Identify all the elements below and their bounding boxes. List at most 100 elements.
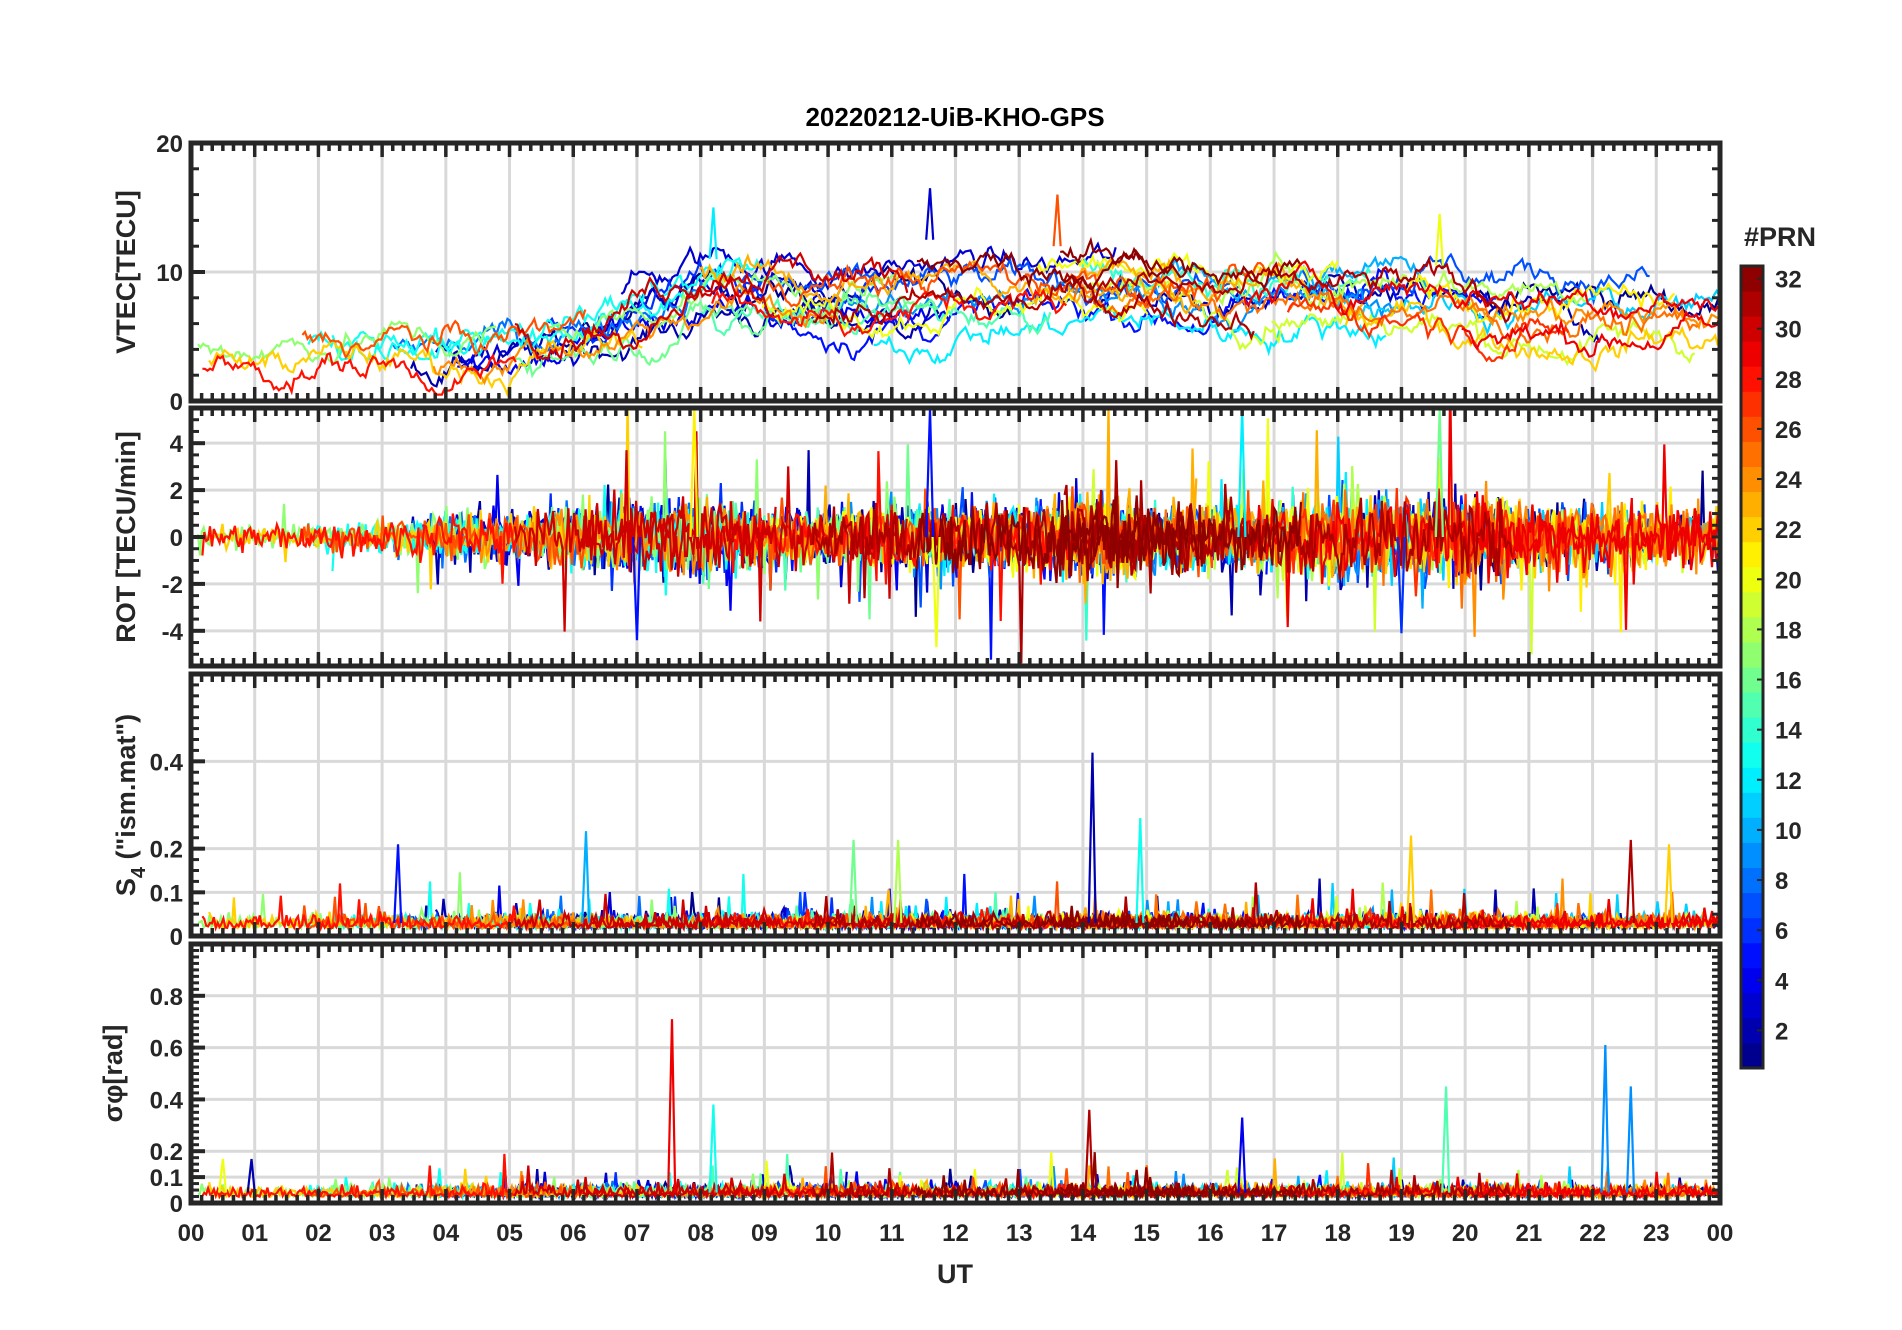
y-axis-label: VTEC[TECU]: [111, 190, 141, 354]
series-line-prn-30: [514, 251, 909, 361]
peak-mark: [708, 1104, 718, 1193]
colorbar-bin: [1741, 516, 1763, 543]
peak-mark: [1052, 194, 1062, 247]
y-tick-label: 0.8: [150, 984, 183, 1011]
x-tick-label: 05: [496, 1220, 523, 1247]
colorbar-bin: [1741, 992, 1763, 1019]
peak-mark: [393, 844, 403, 923]
colorbar-bin: [1741, 792, 1763, 818]
colorbar-bin: [1741, 1017, 1763, 1044]
x-tick-label: 19: [1388, 1220, 1415, 1247]
series-line-prn-31: [812, 277, 1255, 341]
series-line-prn-11: [1303, 286, 1720, 336]
series-line-prn-30: [581, 273, 775, 351]
y-tick-label: 0: [170, 924, 183, 951]
peak-mark: [1664, 844, 1674, 923]
colorbar-tick-label: 32: [1775, 267, 1802, 294]
x-tick-label: 13: [1006, 1220, 1033, 1247]
x-tick-label: 04: [432, 1220, 459, 1247]
peak-mark: [1625, 1086, 1636, 1193]
peak-mark: [632, 536, 642, 641]
colorbar-bin: [1741, 667, 1763, 693]
colorbar-bin: [1741, 291, 1763, 317]
series-line-prn-32: [1060, 236, 1301, 291]
series-line-prn-26: [767, 260, 1267, 309]
peak-mark: [848, 839, 858, 923]
y-tick-label: 0.1: [150, 1165, 183, 1192]
colorbar-bin: [1741, 692, 1763, 718]
colorbar-tick-label: 6: [1775, 918, 1788, 945]
y-tick-label: 10: [156, 260, 183, 287]
colorbar-label: #PRN: [1744, 222, 1816, 252]
x-tick-label: 06: [560, 1220, 587, 1247]
x-tick-label: 07: [624, 1220, 651, 1247]
series-line-prn-13: [307, 256, 763, 362]
peak-mark: [1406, 835, 1416, 923]
x-tick-label: 09: [751, 1220, 778, 1247]
y-tick-label: 0.4: [150, 749, 184, 776]
x-tick-label: 11: [879, 1220, 904, 1247]
colorbar-bin: [1741, 366, 1763, 392]
series-line-prn-31: [1063, 255, 1512, 324]
colorbar-tick-label: 14: [1775, 718, 1802, 745]
colorbar-bin: [1741, 867, 1763, 894]
peak-mark: [931, 536, 941, 648]
y-tick-label: 0.6: [150, 1036, 183, 1063]
peak-mark: [1625, 839, 1636, 923]
series-line-prn-32: [1059, 1167, 1303, 1200]
series-line-prn-23: [1063, 256, 1364, 319]
peak-mark: [1087, 752, 1097, 923]
panel-sigma_phi: 00.10.2 0.4 0.6 0.8 σφ[rad]: [98, 941, 1723, 1218]
colorbar-bin: [1741, 491, 1763, 518]
x-tick-label: 01: [241, 1220, 268, 1247]
y-tick-label: 0.1: [150, 880, 183, 907]
colorbar-tick-label: 2: [1775, 1018, 1788, 1045]
colorbar-tick-label: 22: [1775, 517, 1802, 544]
colorbar-tick-label: 28: [1775, 367, 1802, 394]
series-line-prn-22: [208, 327, 643, 398]
series-line-prn-7: [736, 255, 1240, 307]
colorbar-bin: [1741, 641, 1763, 668]
colorbar-bin: [1741, 266, 1763, 292]
x-tick-label: 22: [1579, 1220, 1606, 1247]
peak-mark: [581, 831, 591, 923]
series-line-prn-29: [1461, 309, 1720, 358]
colorbar-bin: [1741, 591, 1763, 618]
colorbar-tick-label: 12: [1775, 768, 1802, 795]
series-group: [197, 752, 1720, 933]
x-tick-label: 02: [305, 1220, 332, 1247]
y-tick-label: 0: [170, 389, 183, 416]
colorbar-bin: [1741, 616, 1763, 643]
series-line-prn-30: [513, 1165, 908, 1200]
series-group: [196, 408, 1720, 664]
series-line-prn-15: [700, 297, 1052, 337]
colorbar-tick-label: 10: [1775, 818, 1802, 845]
peak-mark: [925, 188, 935, 240]
x-tick-label: 16: [1197, 1220, 1224, 1247]
y-tick-label: 4: [170, 431, 184, 458]
peak-mark: [217, 1158, 228, 1193]
colorbar-bin: [1741, 817, 1763, 843]
colorbar-tick-label: 18: [1775, 617, 1802, 644]
peak-mark: [1237, 1117, 1247, 1193]
colorbar-bin: [1741, 341, 1763, 367]
series-line-prn-32: [916, 248, 1188, 290]
peak-mark: [1600, 1044, 1610, 1193]
x-tick-label: 14: [1070, 1220, 1097, 1247]
series-line-prn-3: [620, 241, 1117, 295]
series-line-prn-7: [1299, 252, 1650, 306]
y-tick-label: -4: [162, 619, 184, 646]
colorbar-bin: [1741, 316, 1763, 342]
panel-s4: 0 0.1 0.2 0.4S4 ("ism.mat"): [111, 671, 1723, 951]
y-axis-label: σφ[rad]: [98, 1025, 128, 1123]
series-line-prn-17: [197, 320, 497, 366]
y-axis-label: ROT [TECU/min]: [111, 431, 141, 642]
peak-mark: [1396, 536, 1406, 634]
x-tick-labels: 00 01 02 03 04 05 06 07 08 09 10 11 12 13 14 15 16 17 18 19…: [178, 1220, 1734, 1247]
colorbar-bin: [1741, 842, 1763, 868]
y-tick-label: 0.2: [150, 837, 183, 864]
colorbar-tick-label: 30: [1775, 317, 1802, 344]
peak-mark: [1434, 408, 1444, 538]
colorbar-bin: [1741, 391, 1763, 417]
